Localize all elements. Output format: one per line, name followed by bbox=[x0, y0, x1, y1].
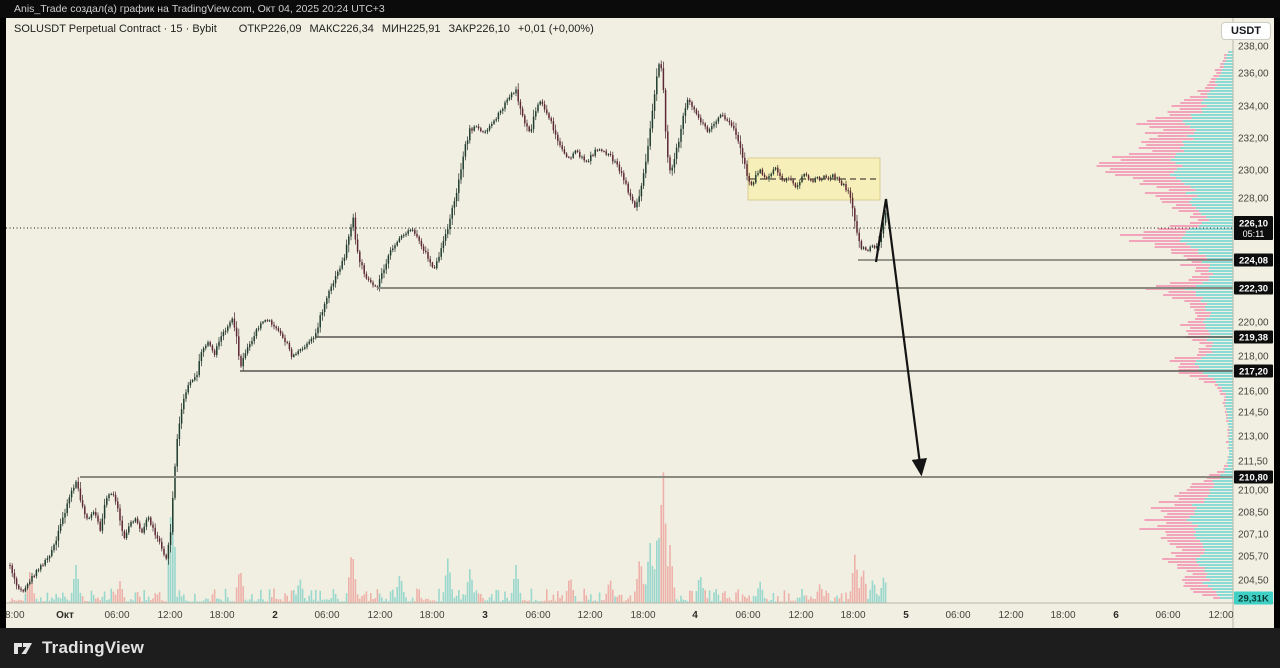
attribution-bar: Anis_Trade создал(а) график на TradingVi… bbox=[0, 0, 1280, 18]
svg-text:234,00: 234,00 bbox=[1238, 102, 1269, 113]
change-value: +0,01 (+0,00%) bbox=[517, 23, 594, 35]
svg-text:06:00: 06:00 bbox=[314, 610, 339, 621]
open-label: ОТКР bbox=[238, 23, 268, 35]
svg-text:6: 6 bbox=[1113, 610, 1119, 621]
price-chart[interactable]: 238,00 236,00 234,00 232,00 230,00 228,00 220,… bbox=[6, 18, 1274, 628]
svg-text:238,00: 238,00 bbox=[1238, 42, 1269, 53]
svg-text:12:00: 12:00 bbox=[1208, 610, 1233, 621]
svg-text:29,31K: 29,31K bbox=[1238, 594, 1269, 605]
svg-text:06:00: 06:00 bbox=[945, 610, 970, 621]
svg-text:18:00: 18:00 bbox=[6, 610, 25, 621]
time-axis[interactable] bbox=[6, 603, 1233, 628]
svg-text:18:00: 18:00 bbox=[209, 610, 234, 621]
close-label: ЗАКР bbox=[448, 23, 477, 35]
svg-text:06:00: 06:00 bbox=[525, 610, 550, 621]
svg-text:226,10: 226,10 bbox=[1239, 219, 1268, 230]
low-value: 225,91 bbox=[406, 23, 441, 35]
svg-text:12:00: 12:00 bbox=[788, 610, 813, 621]
svg-text:230,00: 230,00 bbox=[1238, 166, 1269, 177]
svg-text:228,00: 228,00 bbox=[1238, 194, 1269, 205]
svg-text:Окт: Окт bbox=[56, 610, 74, 621]
svg-text:18:00: 18:00 bbox=[419, 610, 444, 621]
svg-text:219,38: 219,38 bbox=[1239, 333, 1268, 344]
svg-text:232,00: 232,00 bbox=[1238, 134, 1269, 145]
svg-text:18:00: 18:00 bbox=[840, 610, 865, 621]
svg-text:12:00: 12:00 bbox=[577, 610, 602, 621]
svg-text:204,50: 204,50 bbox=[1238, 576, 1269, 587]
svg-text:4: 4 bbox=[692, 610, 698, 621]
symbol-title[interactable]: SOLUSDT Perpetual Contract · 15 · Bybit bbox=[14, 23, 217, 35]
svg-text:205,70: 205,70 bbox=[1238, 552, 1269, 563]
svg-text:18:00: 18:00 bbox=[630, 610, 655, 621]
svg-text:06:00: 06:00 bbox=[104, 610, 129, 621]
open-value: 226,09 bbox=[267, 23, 302, 35]
svg-text:18:00: 18:00 bbox=[1050, 610, 1075, 621]
svg-text:208,50: 208,50 bbox=[1238, 508, 1269, 519]
price-axis[interactable] bbox=[1233, 18, 1274, 628]
svg-text:3: 3 bbox=[482, 610, 488, 621]
svg-text:213,00: 213,00 bbox=[1238, 432, 1269, 443]
svg-text:12:00: 12:00 bbox=[157, 610, 182, 621]
svg-text:218,00: 218,00 bbox=[1238, 352, 1269, 363]
svg-text:222,30: 222,30 bbox=[1239, 284, 1268, 295]
svg-text:5: 5 bbox=[903, 610, 909, 621]
svg-text:224,08: 224,08 bbox=[1239, 256, 1268, 267]
currency-toggle-button[interactable]: USDT bbox=[1221, 22, 1271, 40]
footer-bar: TradingView bbox=[0, 628, 1280, 668]
svg-text:2: 2 bbox=[272, 610, 278, 621]
svg-text:12:00: 12:00 bbox=[367, 610, 392, 621]
svg-text:236,00: 236,00 bbox=[1238, 69, 1269, 80]
svg-text:217,20: 217,20 bbox=[1239, 367, 1268, 378]
svg-text:216,00: 216,00 bbox=[1238, 387, 1269, 398]
close-value: 226,10 bbox=[476, 23, 510, 35]
svg-text:05:11: 05:11 bbox=[1243, 229, 1265, 239]
svg-text:12:00: 12:00 bbox=[998, 610, 1023, 621]
chart-plot: 238,00 236,00 234,00 232,00 230,00 228,00 220,… bbox=[6, 18, 1274, 628]
symbol-header: SOLUSDT Perpetual Contract · 15 · Bybit О… bbox=[14, 23, 594, 35]
svg-text:207,10: 207,10 bbox=[1238, 530, 1269, 541]
svg-text:210,80: 210,80 bbox=[1239, 473, 1268, 484]
attribution-text: Anis_Trade создал(а) график на TradingVi… bbox=[14, 3, 385, 15]
tradingview-logo-text[interactable]: TradingView bbox=[42, 638, 145, 657]
svg-text:210,00: 210,00 bbox=[1238, 486, 1269, 497]
svg-text:220,00: 220,00 bbox=[1238, 318, 1269, 329]
svg-text:06:00: 06:00 bbox=[735, 610, 760, 621]
tradingview-logo-icon[interactable] bbox=[12, 637, 34, 659]
high-value: 226,34 bbox=[340, 23, 374, 35]
svg-text:211,50: 211,50 bbox=[1238, 457, 1268, 468]
svg-text:214,50: 214,50 bbox=[1238, 408, 1269, 419]
high-label: МАКС bbox=[309, 23, 341, 35]
low-label: МИН bbox=[381, 23, 407, 35]
svg-text:06:00: 06:00 bbox=[1155, 610, 1180, 621]
chart-panel: 238,00 236,00 234,00 232,00 230,00 228,00 220,… bbox=[0, 18, 1280, 628]
